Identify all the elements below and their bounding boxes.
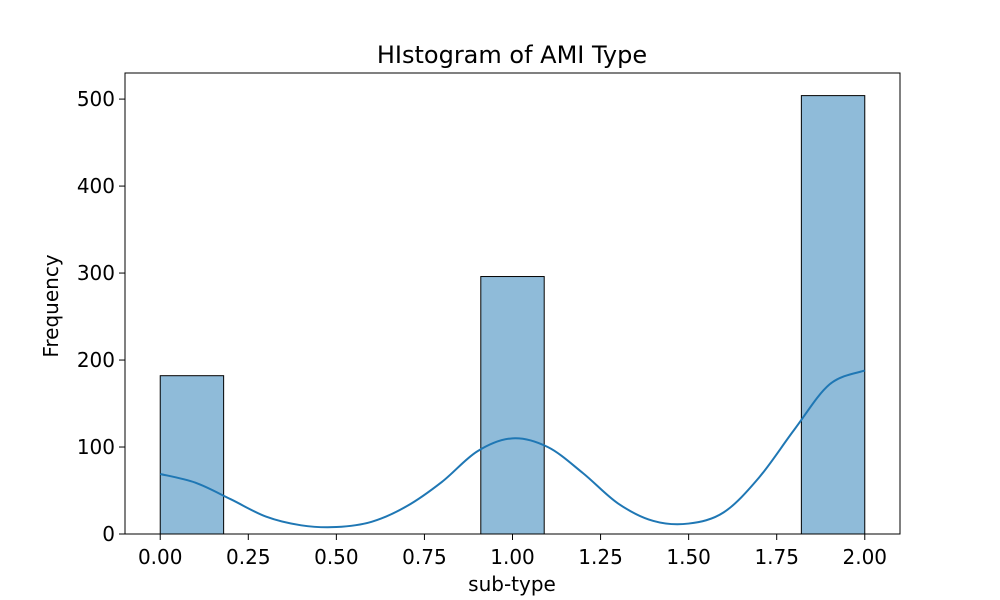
y-tick-label: 500 [77, 87, 115, 111]
x-axis: 0.00 0.25 0.50 0.75 1.00 1.25 1.50 1.75 2.00 [138, 534, 887, 569]
bars-group [159, 95, 866, 535]
y-axis-title: Frequency [39, 254, 63, 357]
x-tick-label: 0.50 [314, 545, 359, 569]
x-tick-label: 1.75 [754, 545, 799, 569]
x-tick-label: 0.75 [402, 545, 447, 569]
x-tick-label: 0.25 [226, 545, 271, 569]
x-axis-title: sub-type [468, 572, 556, 596]
y-tick-label: 200 [77, 348, 115, 372]
histogram-bar-0 [159, 375, 225, 535]
histogram-bar-1 [480, 276, 545, 535]
y-tick-label: 300 [77, 261, 115, 285]
y-tick-label: 400 [77, 174, 115, 198]
histogram-bar-2 [800, 95, 866, 535]
chart-title: HIstogram of AMI Type [377, 41, 647, 69]
y-tick-label: 100 [77, 435, 115, 459]
x-tick-label: 1.25 [578, 545, 623, 569]
y-axis: 0 100 200 300 400 500 [77, 87, 125, 546]
y-tick-label: 0 [102, 522, 115, 546]
x-tick-label: 2.00 [843, 545, 888, 569]
x-tick-label: 1.50 [666, 545, 711, 569]
kde-line [159, 369, 866, 529]
x-tick-label: 0.00 [138, 545, 183, 569]
x-tick-label: 1.00 [490, 545, 535, 569]
